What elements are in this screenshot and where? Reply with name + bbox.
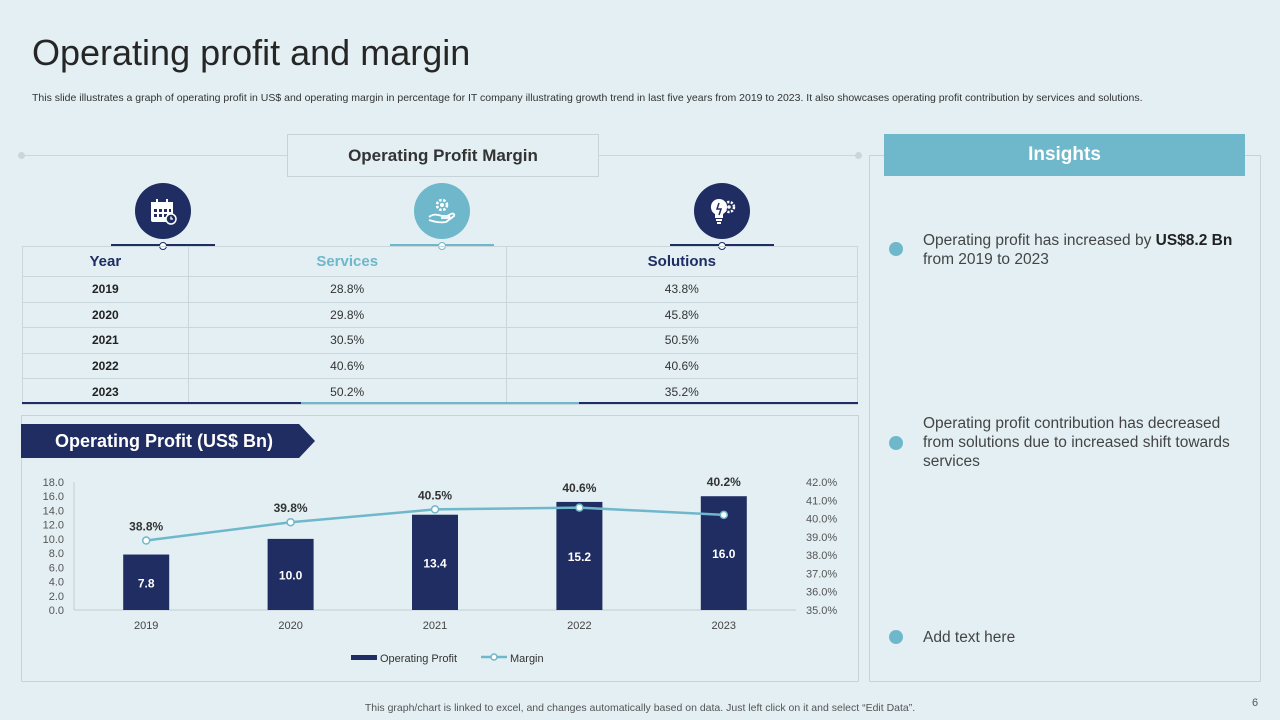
cell-solutions: 40.6% — [505, 352, 859, 380]
y-tick-right: 38.0% — [806, 550, 837, 562]
cell-services: 50.2% — [187, 378, 507, 405]
cell-solutions: 50.5% — [505, 327, 859, 354]
cell-solutions: 45.8% — [505, 301, 859, 329]
cell-year: 2022 — [22, 352, 189, 380]
insight-1-text-before: Operating profit has increased by — [923, 232, 1156, 249]
legend-swatch-operating-profit — [351, 655, 377, 660]
margin-data-label: 40.2% — [707, 475, 741, 489]
margin-data-label: 39.8% — [274, 501, 308, 515]
x-tick-label: 2019 — [134, 620, 158, 632]
y-tick-left: 6.0 — [49, 562, 64, 574]
column-header-year: Year — [22, 246, 189, 277]
insight-text-2: Operating profit contribution has decrea… — [923, 415, 1230, 470]
insight-1-text-after: from 2019 to 2023 — [923, 251, 1049, 268]
margin-point — [286, 517, 295, 527]
bar — [267, 538, 314, 610]
insight-text-3: Add text here — [923, 629, 1016, 646]
y-tick-right: 36.0% — [806, 587, 837, 599]
margin-point — [141, 536, 151, 545]
y-tick-left: 4.0 — [49, 577, 64, 589]
x-tick-label: 2020 — [278, 620, 302, 632]
table-row: 2022 40.6% 40.6% — [22, 352, 859, 380]
page-subtitle: This slide illustrates a graph of operat… — [32, 92, 1143, 104]
service-hand-gear-icon — [414, 183, 470, 239]
insight-1-bold-value: US$8.2 Bn — [1155, 232, 1233, 249]
x-tick-label: 2021 — [423, 620, 447, 632]
bar — [123, 554, 170, 610]
y-tick-left: 0.0 — [49, 605, 64, 617]
y-tick-right: 35.0% — [806, 605, 837, 617]
legend-label-operating-profit: Operating Profit — [380, 653, 457, 665]
solutions-column-bottom-bar — [579, 402, 858, 404]
bar-data-label: 10.0 — [279, 568, 303, 582]
cell-services: 40.6% — [187, 352, 507, 380]
cell-solutions: 35.2% — [505, 378, 859, 405]
bar-data-label: 13.4 — [423, 556, 447, 570]
bar — [556, 501, 603, 610]
y-tick-right: 39.0% — [806, 532, 837, 544]
operating-profit-chart: 0.0 2.0 4.0 6.0 8.0 10.0 12.0 14.0 16.0 18.0 35.0… — [43, 475, 838, 665]
margin-data-label: 40.5% — [418, 488, 452, 502]
y-tick-right: 37.0% — [806, 568, 837, 580]
chart-banner: Operating Profit (US$ Bn) — [21, 424, 315, 458]
legend-swatch-margin-point — [490, 653, 498, 661]
table-row: 2020 29.8% 45.8% — [22, 301, 859, 329]
chart-panel — [21, 415, 859, 682]
cell-services: 28.8% — [187, 276, 507, 303]
legend-label-margin: Margin — [510, 653, 544, 665]
cell-year: 2019 — [22, 276, 189, 303]
y-tick-left: 16.0 — [43, 491, 64, 503]
y-tick-left: 12.0 — [43, 520, 64, 532]
operating-margin-table: Year Services Solutions 2019 28.8% 43.8% 20… — [22, 246, 859, 405]
bar-data-label: 7.8 — [138, 576, 155, 590]
chart-banner-title: Operating Profit (US$ Bn) — [55, 431, 273, 451]
operating-profit-margin-header: Operating Profit Margin — [287, 134, 599, 177]
cell-year: 2021 — [22, 327, 189, 354]
y-tick-left: 18.0 — [43, 477, 64, 489]
y-tick-left: 8.0 — [49, 548, 64, 560]
column-header-services: Services — [187, 246, 507, 277]
insight-text-1: Operating profit has increased by US$8.2… — [923, 231, 1243, 269]
page-number: 6 — [1252, 697, 1259, 709]
connector-dot-left — [18, 152, 25, 159]
column-header-solutions: Solutions — [505, 246, 859, 277]
cell-services: 29.8% — [187, 301, 507, 329]
margin-point — [575, 503, 584, 512]
cell-services: 30.5% — [187, 327, 507, 354]
cell-solutions: 43.8% — [505, 276, 859, 303]
insight-bullet-3 — [889, 630, 903, 644]
y-tick-left: 10.0 — [43, 534, 64, 546]
margin-data-label: 40.6% — [562, 481, 596, 495]
margin-point — [719, 510, 729, 520]
year-column-bottom-bar — [22, 402, 301, 404]
x-tick-label: 2023 — [712, 620, 736, 632]
margin-point — [430, 505, 440, 514]
calendar-icon — [135, 183, 191, 239]
cell-year: 2020 — [22, 301, 189, 329]
services-column-bottom-bar — [301, 402, 579, 404]
cell-year: 2023 — [22, 378, 189, 405]
insight-bullet-2 — [889, 436, 903, 450]
y-tick-right: 40.0% — [806, 514, 837, 526]
footer-note: This graph/chart is linked to excel, and… — [364, 702, 916, 714]
page-title: Operating profit and margin — [32, 32, 471, 73]
y-tick-right: 41.0% — [806, 495, 837, 507]
margin-data-label: 38.8% — [129, 520, 163, 534]
x-tick-label: 2022 — [567, 620, 591, 632]
y-tick-right: 42.0% — [806, 477, 837, 489]
y-tick-left: 2.0 — [49, 591, 64, 603]
insights-header: Insights — [884, 134, 1245, 176]
insight-bullet-1 — [889, 242, 903, 256]
bar-data-label: 15.2 — [568, 550, 592, 564]
table-row: 2019 28.8% 43.8% — [22, 276, 859, 303]
table-row: 2021 30.5% 50.5% — [22, 327, 859, 354]
y-tick-left: 14.0 — [43, 505, 64, 517]
lightbulb-gear-icon — [694, 183, 750, 239]
bar — [412, 514, 458, 610]
connector-dot-right — [855, 152, 862, 159]
bar-data-label: 16.0 — [712, 547, 736, 561]
table-row: 2023 50.2% 35.2% — [22, 378, 859, 405]
